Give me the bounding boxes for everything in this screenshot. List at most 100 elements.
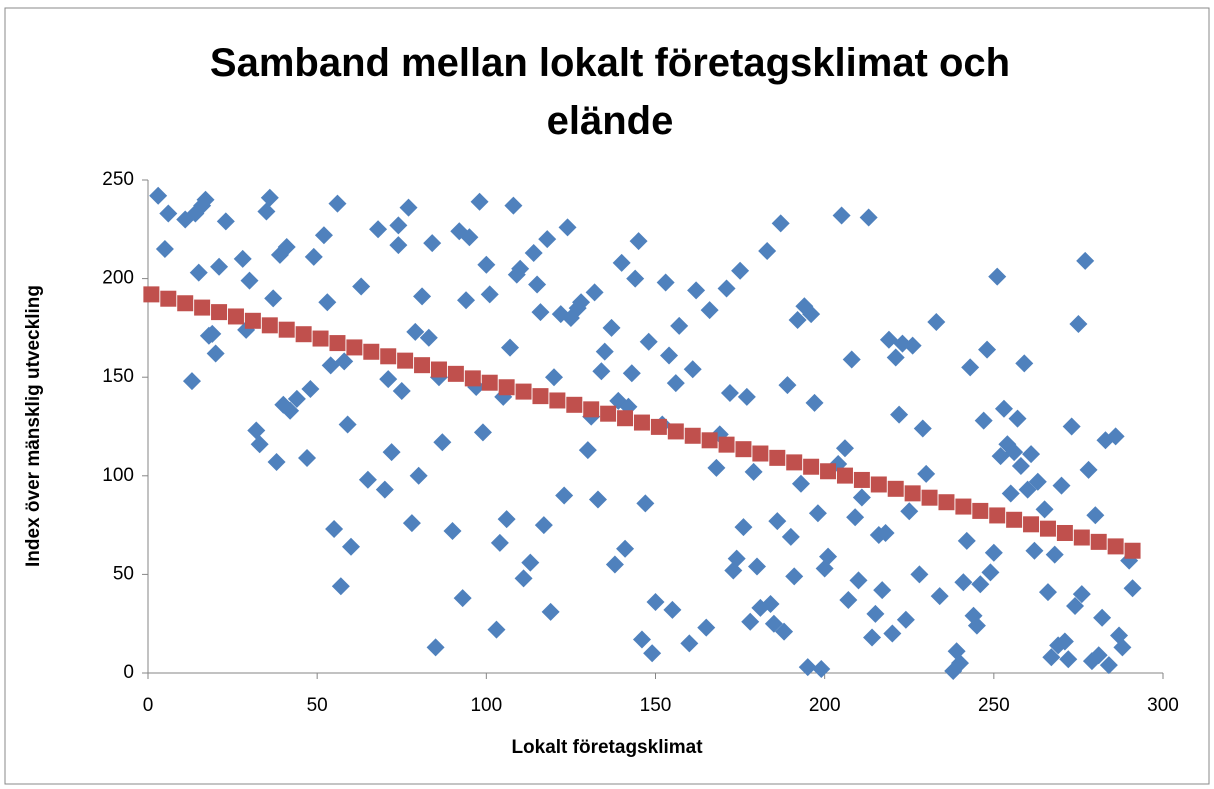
scatter-point [605,555,624,574]
scatter-point [426,638,445,657]
scatter-point [558,218,577,237]
scatter-point [1076,251,1095,270]
chart-title: Samband mellan lokalt företagsklimat och… [209,41,1011,143]
scatter-point [666,374,685,393]
scatter-point [389,236,408,255]
trend-point [160,290,177,307]
scatter-point [680,634,699,653]
scatter-point [636,494,655,513]
scatter-point [504,196,523,215]
trend-point [820,463,837,480]
trend-point [938,494,955,511]
scatter-point [768,512,787,531]
scatter-point [247,421,266,440]
scatter-point [406,322,425,341]
trend-point [227,308,244,325]
scatter-point [846,508,865,527]
scatter-point [991,447,1010,466]
scatter-point [497,510,516,529]
trend-point [566,396,583,413]
scatter-point [189,263,208,282]
scatter-point [1025,541,1044,560]
scatter-point [741,612,760,631]
scatter-point [761,594,780,613]
trend-point [143,286,160,303]
trend-point [786,454,803,471]
scatter-point [369,220,388,239]
trend-point [261,317,278,334]
scatter-point [534,516,553,535]
scatter-point [1113,638,1132,657]
trend-point [617,410,634,427]
trend-point [211,304,228,321]
scatter-point [196,190,215,209]
y-tick-label: 100 [102,465,134,486]
scatter-point [737,387,756,406]
scatter-point [961,358,980,377]
trend-point [414,357,431,374]
scatter-point [433,433,452,452]
scatter-point [267,452,286,471]
scatter-point [545,368,563,387]
trend-point [921,489,938,506]
scatter-point [443,522,462,541]
scatter-point [788,311,807,330]
scatter-point [903,336,922,355]
scatter-point [1069,314,1088,333]
trend-point [887,480,904,497]
scatter-point [957,531,976,550]
scatter-point [612,253,631,272]
scatter-point [683,360,702,379]
scatter-point [1072,585,1091,604]
scatter-point [994,399,1013,418]
scatter-point [1086,506,1105,525]
scatter-point [629,232,648,251]
trend-point [464,370,481,387]
scatter-point [572,293,591,312]
scatter-point [1035,500,1054,519]
scatter-point [663,600,682,619]
trend-point [1056,524,1073,541]
scatter-point [886,348,905,367]
scatter-point [531,303,550,322]
scatter-point [602,318,621,337]
trend-point [583,401,600,418]
scatter-point [785,567,804,586]
scatter-point [588,490,607,509]
scatter-point [257,202,276,221]
trend-point [498,379,515,396]
trend-point [549,392,566,409]
scatter-point [402,514,421,533]
scatter-point [159,204,178,223]
scatter-point [1045,545,1064,564]
scatter-point [1093,608,1112,627]
scatter-point [233,249,252,268]
trend-point [1124,542,1141,559]
scatter-point [287,389,306,408]
scatter-point [930,587,949,606]
trend-point [1073,529,1090,546]
scatter-point [342,537,360,556]
scatter-point [541,602,560,621]
scatter-point [866,604,885,623]
scatter-point [731,261,750,280]
scatter-point [514,569,533,588]
scatter-point [335,352,354,371]
trend-point [295,326,312,343]
scatter-point [477,255,496,274]
scatter-point [304,247,323,266]
scatter-point [521,553,540,572]
scatter-point [670,316,689,335]
scatter-point [791,474,810,493]
scatter-point [812,660,831,679]
scatter-point [155,240,174,259]
scatter-point [622,364,641,383]
scatter-point [1079,460,1098,479]
scatter-point [250,435,269,454]
scatter-point [954,573,973,592]
scatter-point [805,393,824,412]
x-tick-label: 200 [809,695,841,716]
scatter-point [358,470,377,489]
scatter-point [453,589,472,608]
